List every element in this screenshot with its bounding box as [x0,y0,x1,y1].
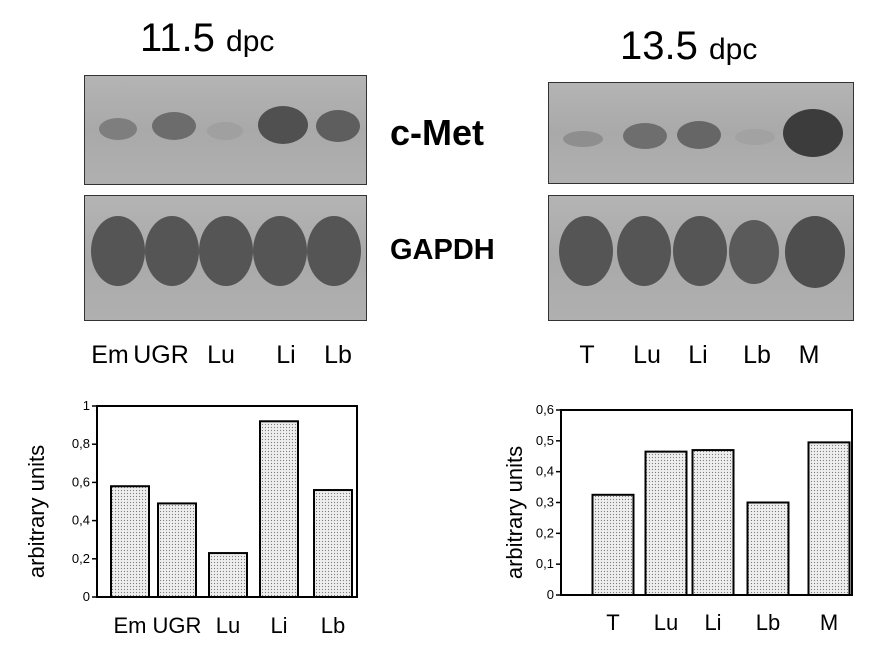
bar-charts: 0 0,2 0,4 0,6 0,8 1 arbitrary units Em UGR Lu Li Lb… [24,398,853,638]
title-unit: dpc [708,33,758,66]
blot-band [199,216,253,286]
y-tick-label: 0,3 [536,495,554,510]
bar [746,501,790,596]
blot-band [207,122,243,140]
y-tick-label: 0,4 [72,513,90,528]
x-tick-label: Lb [321,613,345,638]
blot-band [316,110,360,142]
blot-band [145,216,199,286]
x-tick-label: M [820,610,838,635]
lane-label: Lb [743,341,771,369]
blot-band [617,216,671,286]
x-tick-label: T [606,610,619,635]
x-tick-label: Lb [756,610,780,635]
x-tick-label: Lu [216,613,240,638]
lane-label: Lu [207,341,235,369]
bar [313,489,353,598]
chart-13-5: 0 0,1 0,2 0,3 0,4 0,5 0,6 arbitrary units T Lu Li L… [502,402,853,635]
blot-cmet-13-5 [548,82,854,184]
blot-band [735,129,775,145]
blot-band [91,216,145,286]
blot-gapdh-13-5 [548,195,854,321]
chart-11-5: 0 0,2 0,4 0,6 0,8 1 arbitrary units Em UGR Lu Li Lb [24,398,358,638]
x-tick-label: Lu [654,610,678,635]
bar [644,450,688,596]
y-tick-label: 0 [547,587,554,602]
lane-label: Li [688,341,708,369]
lane-label: Lu [633,341,661,369]
lane-label: M [798,341,820,369]
y-tick-label: 1 [83,398,90,413]
y-tick-label: 0,5 [536,433,554,448]
blot-band [673,216,727,286]
blot-gapdh-11-5 [84,195,367,321]
bar [208,552,248,599]
panel-title-11-5: 11.5 dpc [140,14,274,66]
x-tick-label: UGR [153,613,202,638]
blot-band [258,106,308,144]
bar [259,420,299,599]
y-tick-label: 0,2 [536,525,554,540]
lane-label: Li [276,341,296,369]
probe-label-gapdh: GAPDH [390,234,495,266]
blot-band [559,216,613,286]
blot-band [677,121,721,149]
x-tick-label: Li [704,610,721,635]
blot-band [99,118,137,140]
panel-title-13-5: 13.5 dpc [620,22,757,74]
lane-label: UGR [133,341,189,369]
lane-label: Em [91,341,129,369]
y-tick-label: 0,6 [72,474,90,489]
y-tick-label: 0,4 [536,464,554,479]
title-number: 13.5 [620,24,698,68]
lane-label: T [579,341,595,369]
blot-band [623,123,667,149]
blot-band [253,216,307,286]
bar [807,441,851,596]
y-tick-label: 0 [83,589,90,604]
y-tick-label: 0,1 [536,556,554,571]
blot-band [729,220,779,284]
title-unit: dpc [226,25,275,58]
y-tick-label: 0,6 [536,402,554,417]
y-tick-label: 0,2 [72,551,90,566]
bar [110,485,150,598]
blot-band [785,216,845,288]
probe-label-cmet: c-Met [390,112,485,153]
blot-cmet-11-5 [84,75,367,185]
y-axis-label: arbitrary units [502,446,527,579]
y-tick-label: 0,8 [72,436,90,451]
bar [591,493,635,596]
blot-band [152,112,196,140]
x-tick-label: Em [114,613,147,638]
blot-band [563,131,603,147]
blot-band [783,109,843,157]
title-number: 11.5 [140,16,215,60]
y-axis-label: arbitrary units [24,445,49,578]
bar [157,502,197,598]
x-tick-label: Li [270,613,287,638]
blot-band [307,216,361,286]
bar [691,449,735,597]
lane-label: Lb [324,341,352,369]
